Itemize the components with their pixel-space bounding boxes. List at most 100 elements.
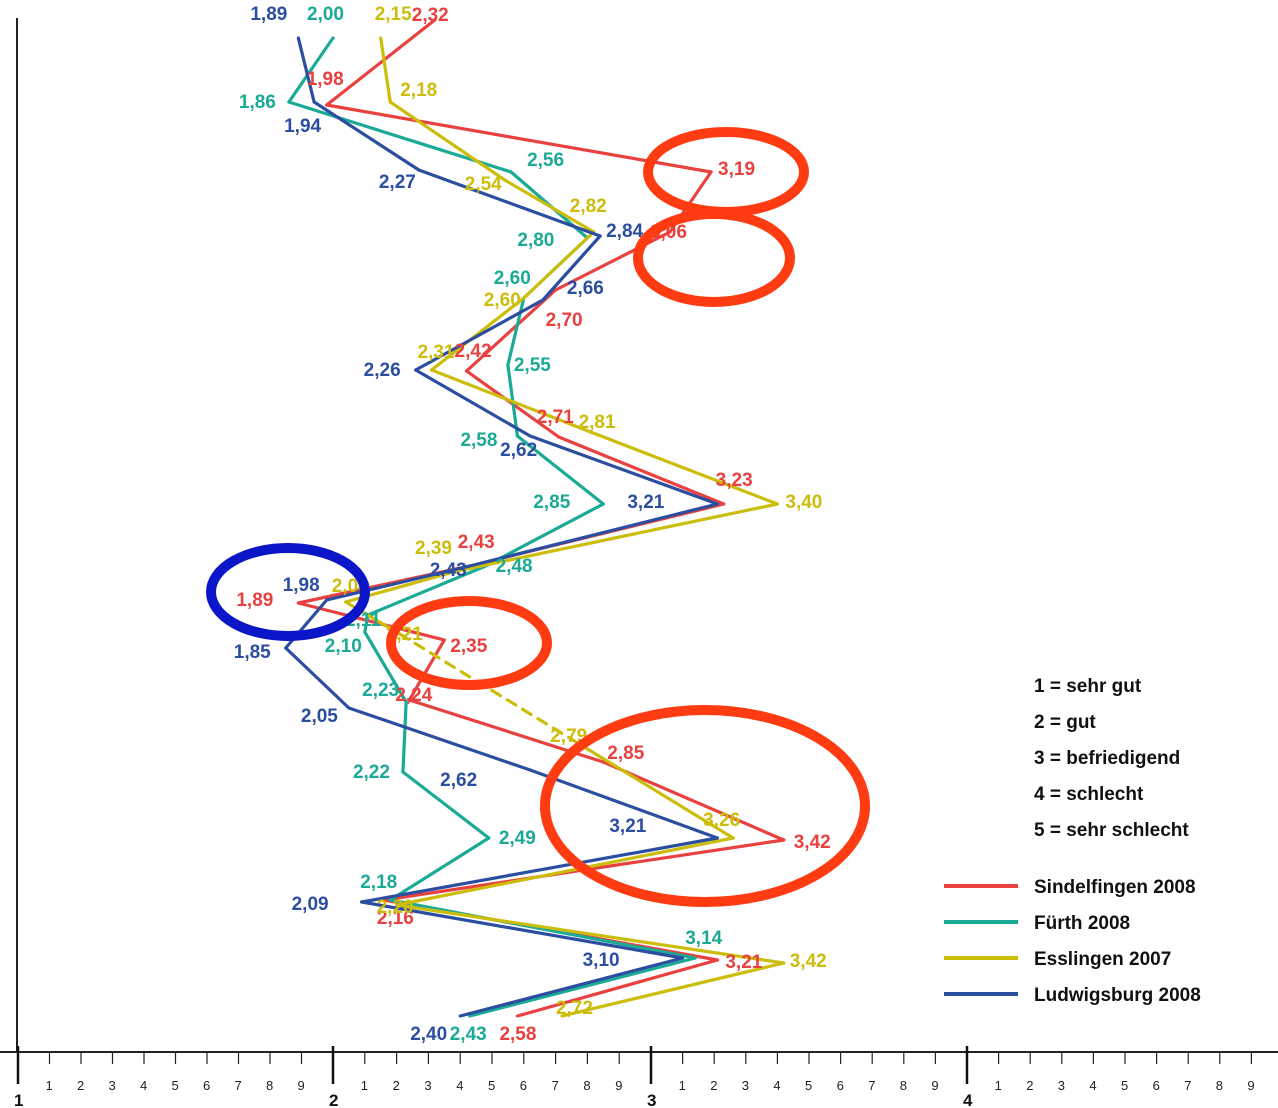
data-label: 3,19 [718,159,755,180]
data-label: 2,22 [353,762,390,783]
series-segment [398,632,586,749]
data-label: 1,98 [307,69,344,90]
data-label: 2,58 [460,430,497,451]
series-segment [588,430,780,506]
minor-tick-label: 1 [361,1078,368,1093]
series-segment [284,646,351,710]
data-label: 2,70 [546,310,583,331]
data-label: 3,21 [725,952,762,973]
minor-tick-label: 5 [488,1078,495,1093]
data-label: 2,62 [500,440,537,461]
data-label: 1,86 [239,92,276,113]
data-label: 2,18 [360,872,397,893]
series-segment [366,564,488,617]
series-segment [363,630,408,704]
data-label: 2,60 [484,290,521,311]
minor-tick-label: 8 [583,1078,590,1093]
data-label: 2,43 [458,532,495,553]
major-tick-label: 3 [647,1091,656,1108]
data-label: 2,18 [400,80,437,101]
series-segment [363,613,370,634]
data-label: 2,15 [375,4,412,25]
data-label: 2,42 [455,341,492,362]
data-label: 2,72 [556,998,593,1019]
data-label: 2,39 [415,538,452,559]
series-segment [395,836,735,907]
major-tick-label: 4 [963,1091,973,1108]
scale-legend-item: 1 = sehr gut [1034,676,1142,697]
data-label: 2,26 [364,360,401,381]
series-segment [506,296,526,367]
data-label: 3,10 [583,950,620,971]
series-segment [347,706,532,772]
minor-tick-label: 9 [298,1078,305,1093]
minor-tick-label: 1 [46,1078,53,1093]
series-segment [414,298,545,372]
minor-tick-label: 2 [77,1078,84,1093]
minor-tick-label: 7 [868,1078,875,1093]
minor-tick-label: 3 [742,1078,749,1093]
minor-tick-label: 5 [805,1078,812,1093]
data-labels: 2,321,983,193,062,702,422,713,232,431,89… [234,4,831,1045]
minor-tick-label: 8 [900,1078,907,1093]
major-tick-label: 2 [329,1091,338,1108]
series-segment [360,836,719,904]
series-segment [325,18,437,107]
series-segment [601,760,786,842]
series-segment [312,100,421,172]
data-label: 2,20 [377,897,414,918]
minor-tick-label: 6 [203,1078,210,1093]
data-label: 2,81 [579,412,616,433]
series-segment [455,502,780,573]
data-label: 2,48 [496,556,533,577]
minor-tick-label: 8 [1216,1078,1223,1093]
data-label: 2,62 [440,770,477,791]
data-label: 3,23 [716,470,753,491]
axes: 1 1 2 3 4 5 6 7 8 9 2 1 2 3 4 5 6 7 8 9 3 1 2 3 4 5 6 7 8 9 4 1 2 3 4 5 6 7 8 9 [0,18,1278,1108]
series-segment [458,956,685,1018]
data-label: 1,89 [236,590,273,611]
data-label: 2,80 [517,230,554,251]
data-label: 2,10 [325,636,362,657]
minor-tick-label: 4 [456,1078,463,1093]
data-label: 2,55 [514,355,551,376]
data-label: 2,66 [567,278,604,299]
data-label: 3,14 [685,928,722,949]
legend-label: Ludwigsburg 2008 [1034,985,1201,1006]
legend-label: Sindelfingen 2008 [1034,877,1196,898]
minor-tick-label: 5 [1121,1078,1128,1093]
minor-tick-label: 6 [837,1078,844,1093]
minor-tick-label: 2 [393,1078,400,1093]
data-label: 2,09 [292,894,329,915]
series-segment [388,898,697,960]
series-segment [503,178,596,234]
series-segment [401,770,491,840]
minor-tick-label: 4 [140,1078,147,1093]
legend-label: Fürth 2008 [1034,913,1130,934]
major-tick-label: 1 [14,1091,23,1108]
highlight-ellipse [540,705,870,907]
minor-tick-label: 4 [773,1078,780,1093]
data-label: 3,21 [609,816,646,837]
data-label: 2,43 [430,560,467,581]
series-segment [557,435,726,506]
highlight-ellipse [633,209,795,307]
series-segment [429,368,593,434]
series-segment [388,836,491,902]
data-label: 3,21 [627,492,664,513]
data-label: 3,42 [794,832,831,853]
series-segment [388,100,507,182]
minor-tick-label: 7 [552,1078,559,1093]
minor-tick-label: 3 [109,1078,116,1093]
highlight-ellipse [206,543,370,641]
series-segment [417,168,602,238]
data-label: 1,98 [283,575,320,596]
series-segment [407,638,446,702]
minor-tick-label: 9 [1247,1078,1254,1093]
data-label: 2,23 [362,680,399,701]
series-segment [541,234,602,302]
minor-tick-label: 6 [520,1078,527,1093]
series-segment [360,900,685,960]
data-label: 2,84 [606,221,643,242]
